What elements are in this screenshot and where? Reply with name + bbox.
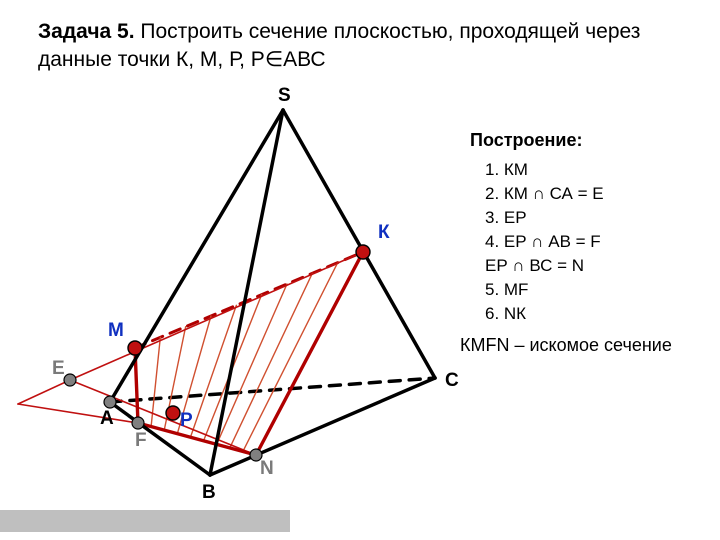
label-C: С [445, 370, 459, 392]
label-K: К [378, 222, 390, 244]
label-E: E [52, 358, 65, 380]
pyramid-figure [0, 0, 720, 540]
label-N: N [260, 458, 274, 480]
label-M: М [108, 320, 124, 342]
footer-bar [0, 510, 290, 532]
label-S: S [278, 85, 291, 107]
label-F: F [135, 430, 147, 452]
label-P: Р [180, 410, 193, 432]
label-A: А [100, 408, 114, 430]
label-B: В [202, 482, 216, 504]
